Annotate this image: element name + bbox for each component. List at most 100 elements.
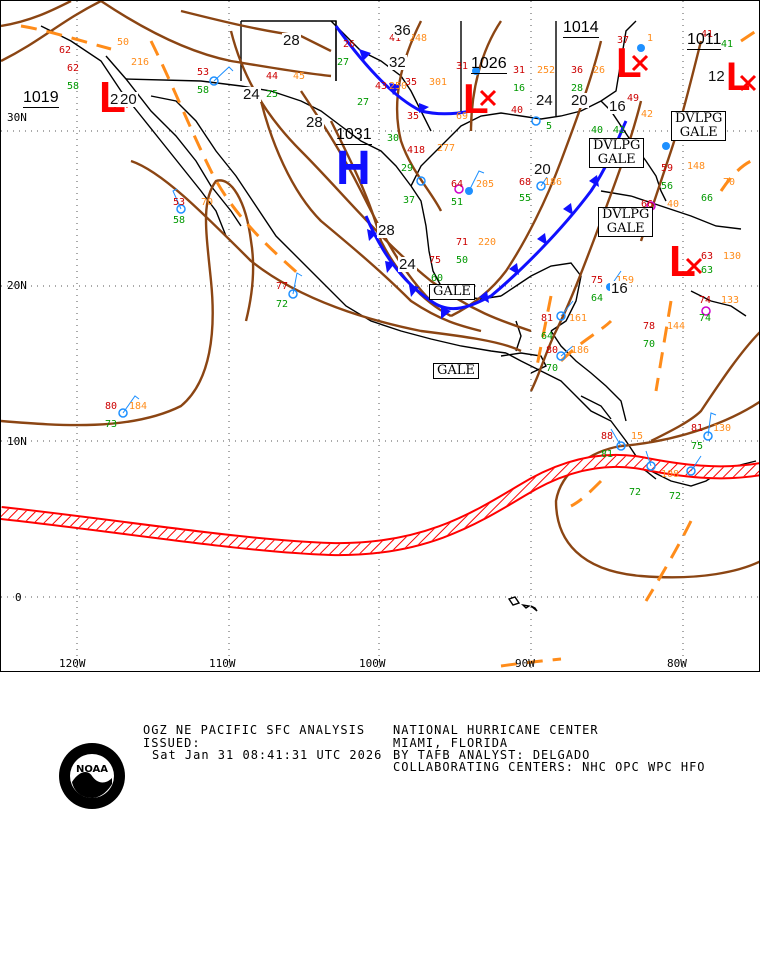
svg-text:26: 26 bbox=[593, 65, 605, 76]
isobar-label: 20 bbox=[570, 92, 589, 109]
svg-text:58: 58 bbox=[67, 81, 79, 92]
svg-text:63: 63 bbox=[701, 265, 713, 276]
collaborating-centers: COLLABORATING CENTERS: NHC OPC WPC HFO bbox=[393, 760, 706, 774]
isobar-label: 32 bbox=[388, 54, 407, 71]
svg-text:74: 74 bbox=[699, 313, 711, 324]
lon-label-110w: 110W bbox=[209, 657, 236, 670]
svg-text:250: 250 bbox=[389, 81, 407, 92]
svg-text:70: 70 bbox=[643, 339, 655, 350]
dvlpg-gale-tag-gulf: DVLPG GALE bbox=[589, 138, 645, 168]
low-1014-symbol: L bbox=[616, 39, 642, 86]
svg-text:40: 40 bbox=[667, 199, 679, 210]
lon-label-90w: 90W bbox=[515, 657, 535, 670]
surface-analysis-map: 53 58 44 25 45 53 58 70 77 72 80 73 184 64 51 205 … bbox=[0, 0, 760, 672]
svg-text:62: 62 bbox=[59, 45, 71, 56]
lon-label-120w: 120W bbox=[59, 657, 86, 670]
lat-label-30n: 30N bbox=[7, 111, 27, 124]
svg-text:220: 220 bbox=[478, 237, 496, 248]
lat-label-20n: 20N bbox=[7, 279, 27, 292]
low-caribbean-symbol: L bbox=[669, 237, 696, 286]
svg-text:277: 277 bbox=[437, 143, 455, 154]
svg-text:29: 29 bbox=[401, 163, 413, 174]
svg-text:37: 37 bbox=[403, 195, 415, 206]
svg-text:130: 130 bbox=[723, 251, 741, 262]
svg-text:108: 108 bbox=[661, 469, 679, 480]
graticule bbox=[1, 1, 759, 671]
svg-text:35: 35 bbox=[407, 111, 419, 122]
svg-text:27: 27 bbox=[337, 57, 349, 68]
svg-text:81: 81 bbox=[541, 313, 553, 324]
svg-text:42: 42 bbox=[613, 125, 625, 136]
svg-text:186: 186 bbox=[571, 345, 589, 356]
svg-text:53: 53 bbox=[173, 197, 185, 208]
svg-text:41: 41 bbox=[701, 29, 713, 40]
svg-text:42: 42 bbox=[641, 109, 653, 120]
svg-text:26: 26 bbox=[343, 39, 355, 50]
svg-text:45: 45 bbox=[293, 71, 305, 82]
svg-text:58: 58 bbox=[173, 215, 185, 226]
analyst-credit: BY TAFB ANALYST: DELGADO bbox=[393, 748, 591, 762]
svg-text:49: 49 bbox=[627, 93, 639, 104]
svg-text:59: 59 bbox=[661, 163, 673, 174]
svg-text:15: 15 bbox=[631, 431, 643, 442]
svg-text:72: 72 bbox=[276, 299, 288, 310]
svg-text:73: 73 bbox=[105, 419, 117, 430]
svg-text:184: 184 bbox=[129, 401, 147, 412]
svg-text:63: 63 bbox=[701, 251, 713, 262]
issued-time: Sat Jan 31 08:41:31 UTC 2026 bbox=[152, 748, 383, 762]
svg-text:80: 80 bbox=[546, 345, 558, 356]
isobar-label: 16 bbox=[610, 280, 629, 297]
low-1019-symbol: L bbox=[99, 73, 126, 122]
svg-text:60: 60 bbox=[431, 273, 443, 284]
svg-text:56: 56 bbox=[661, 181, 673, 192]
lon-label-80w: 80W bbox=[667, 657, 687, 670]
low-1011-value: 1011 bbox=[687, 31, 722, 50]
svg-text:41: 41 bbox=[721, 39, 733, 50]
svg-text:130: 130 bbox=[713, 423, 731, 434]
svg-text:28: 28 bbox=[571, 83, 583, 94]
isobar-label: 28 bbox=[282, 32, 301, 49]
dvlpg-gale-tag-east: DVLPG GALE bbox=[671, 111, 727, 141]
low-1019-value: 1019 bbox=[23, 89, 59, 108]
isobar-label: 24 bbox=[242, 86, 261, 103]
svg-text:64: 64 bbox=[541, 331, 553, 342]
svg-text:69: 69 bbox=[456, 111, 468, 122]
svg-text:16: 16 bbox=[513, 83, 525, 94]
svg-text:159: 159 bbox=[616, 275, 634, 286]
isobar-label: 12 bbox=[707, 68, 726, 85]
issuing-location: MIAMI, FLORIDA bbox=[393, 736, 509, 750]
issued-label: ISSUED: bbox=[143, 736, 201, 750]
svg-text:70: 70 bbox=[546, 363, 558, 374]
svg-text:58: 58 bbox=[197, 85, 209, 96]
svg-text:50: 50 bbox=[456, 255, 468, 266]
low-1026-symbol: L bbox=[463, 75, 489, 122]
product-title: OGZ NE PACIFIC SFC ANALYSIS bbox=[143, 723, 366, 737]
svg-text:75: 75 bbox=[691, 441, 703, 452]
svg-text:418: 418 bbox=[407, 145, 425, 156]
isobar-label: 24 bbox=[535, 92, 554, 109]
dvlpg-gale-tag-yucatan: DVLPG GALE bbox=[598, 207, 654, 237]
svg-text:144: 144 bbox=[667, 321, 685, 332]
troughs bbox=[20, 24, 757, 668]
svg-text:133: 133 bbox=[721, 295, 739, 306]
svg-text:216: 216 bbox=[131, 57, 149, 68]
svg-text:70: 70 bbox=[723, 177, 735, 188]
svg-text:205: 205 bbox=[476, 179, 494, 190]
svg-text:77: 77 bbox=[276, 281, 288, 292]
svg-text:31: 31 bbox=[513, 65, 525, 76]
gale-tag-papagayo: GALE bbox=[433, 363, 479, 379]
issuing-center: NATIONAL HURRICANE CENTER bbox=[393, 723, 599, 737]
isobar-label: 20 bbox=[119, 91, 138, 108]
wind-barbs bbox=[122, 66, 717, 472]
isobar-label: 24 bbox=[398, 256, 417, 273]
svg-text:35: 35 bbox=[405, 77, 417, 88]
low-center-marks bbox=[112, 54, 757, 275]
svg-text:80: 80 bbox=[105, 401, 117, 412]
svg-text:44: 44 bbox=[266, 71, 278, 82]
svg-text:301: 301 bbox=[429, 77, 447, 88]
svg-text:64: 64 bbox=[451, 179, 463, 190]
svg-text:37: 37 bbox=[617, 35, 629, 46]
lon-label-100w: 100W bbox=[359, 657, 386, 670]
